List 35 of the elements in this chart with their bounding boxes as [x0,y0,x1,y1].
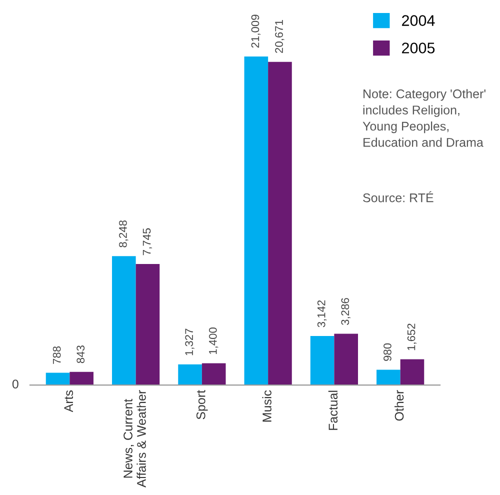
data-label: 3,142 [317,300,327,328]
bar [46,372,70,386]
x-tick-label: Other [394,390,404,421]
data-label: 21,009 [251,14,260,48]
bar [310,336,334,386]
legend-label: 2004 [402,15,435,26]
x-tick-label: Factual [328,390,338,430]
data-label: 1,327 [185,328,194,356]
bar [136,264,160,386]
bar [268,62,292,386]
bar [202,363,226,386]
legend-label: 2005 [402,42,435,54]
bar [376,370,400,386]
data-label: 1,400 [208,328,218,354]
data-label: 20,671 [275,20,284,53]
data-label: 980 [384,343,392,361]
x-tick-label: Arts [64,390,74,412]
bar [244,56,268,386]
data-label: 8,248 [119,220,128,248]
data-label: 1,652 [407,324,417,350]
x-tick-label: Sport [196,390,208,420]
annotation: Source: RTÉ [363,191,434,202]
bar [334,334,358,386]
text: 0 [12,380,18,388]
data-label: 7,745 [142,228,152,256]
data-label: 788 [52,346,61,364]
x-tick-label: Music [262,390,272,422]
bar [112,256,136,386]
bar [70,372,94,386]
data-label: 843 [76,346,85,364]
data-label: 3,286 [341,298,350,325]
bar [178,364,202,386]
x-tick-label: News, Current Affairs & Weather [124,390,146,488]
bar [400,359,424,386]
annotation: Note: Category 'Other' includes Religion, Young Peoples, Education and Drama [362,89,486,147]
